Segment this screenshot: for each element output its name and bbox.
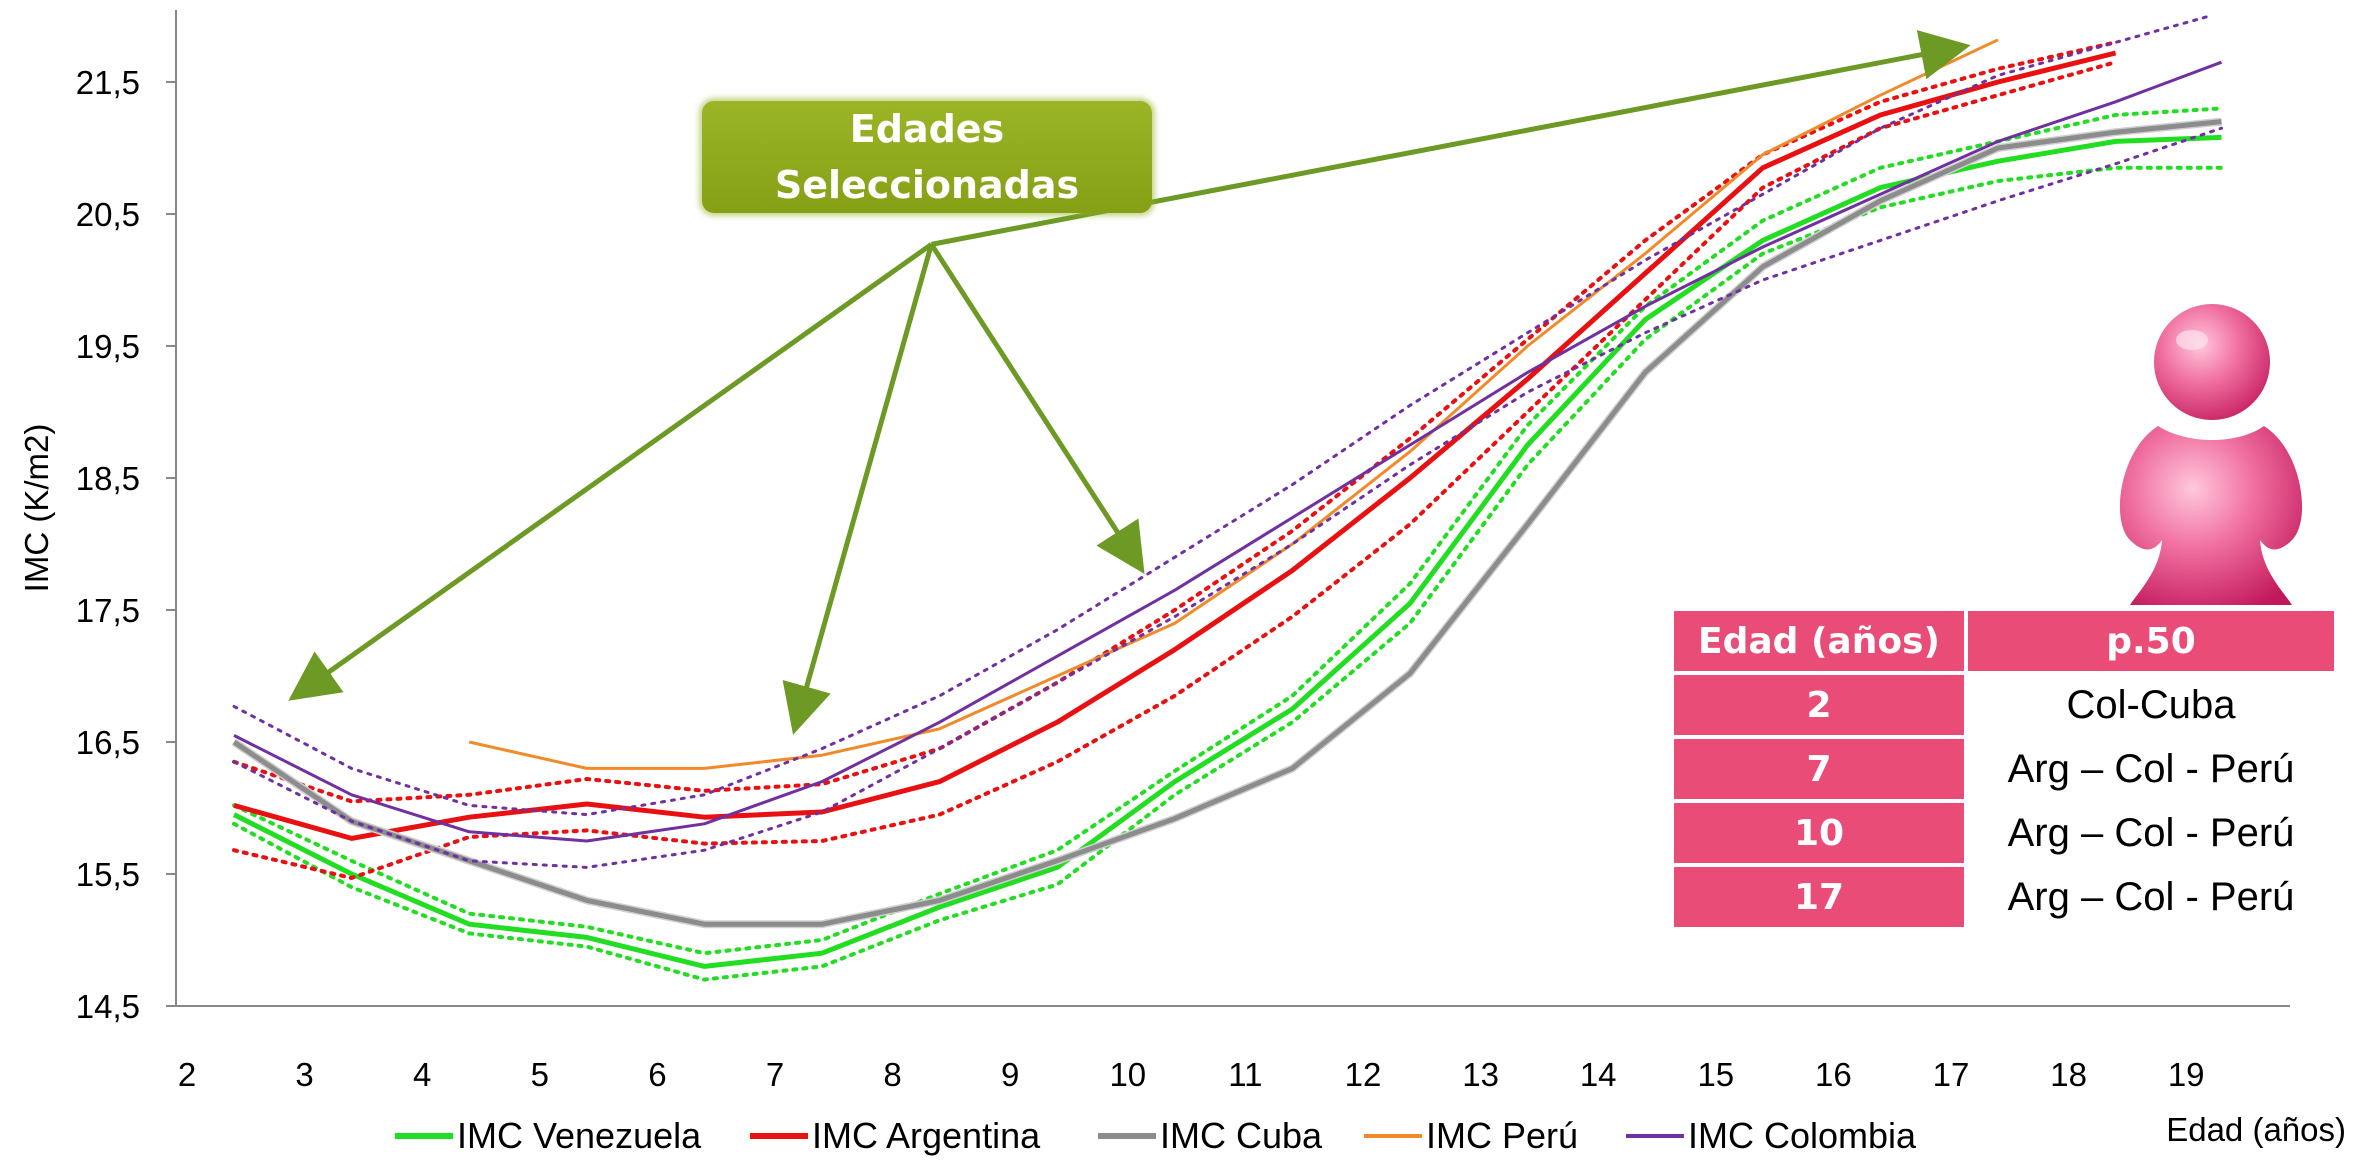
imc-colombialine [233, 60, 2223, 843]
callout-arrow [288, 242, 933, 701]
legend: IMC Venezuela IMC Argentina IMC Cuba IMC Pe… [395, 1115, 1917, 1156]
x-tick-label: 8 [883, 1056, 901, 1093]
selected-ages-callout: Edades Seleccionadas [702, 101, 1152, 213]
y-tick-label: 20,5 [76, 196, 140, 233]
callout-line-1: Edades [849, 107, 1005, 151]
row-age: 17 [1674, 867, 1964, 927]
y-tick-label: 19,5 [76, 328, 140, 365]
y-tick-label: 14,5 [76, 988, 140, 1025]
imc-cubaline [232, 119, 2222, 927]
percentile-band-line [232, 60, 2118, 880]
header-p50: p.50 [1968, 611, 2334, 671]
legend-label: IMC Colombia [1688, 1115, 1917, 1156]
pink-pawn-figure-icon [2119, 304, 2303, 605]
x-tick-label: 19 [2168, 1056, 2205, 1093]
callout-arrow [782, 243, 934, 735]
row-p50: Arg – Col - Perú [1968, 867, 2334, 927]
x-tick-label: 4 [413, 1056, 431, 1093]
imc-per-line [468, 38, 1999, 770]
percentile-band-line [232, 40, 2118, 804]
legend-label: IMC Venezuela [457, 1115, 702, 1156]
percentile-band-line [232, 126, 2223, 869]
x-tick-label: 16 [1815, 1056, 1852, 1093]
row-p50: Arg – Col - Perú [1968, 803, 2334, 863]
row-p50: Arg – Col - Perú [1968, 739, 2334, 799]
x-tick-label: 13 [1462, 1056, 1499, 1093]
imc-venezuelaline [232, 134, 2222, 969]
x-tick-label: 7 [766, 1056, 784, 1093]
y-tick-label: 16,5 [76, 724, 140, 761]
row-p50: Col-Cuba [1968, 675, 2334, 735]
x-tick-label: 3 [295, 1056, 313, 1093]
row-age: 2 [1674, 675, 1964, 735]
y-tick-label: 18,5 [76, 460, 140, 497]
percentile-band-line [232, 14, 2212, 817]
y-tick-label: 15,5 [76, 856, 140, 893]
x-tick-label: 15 [1697, 1056, 1734, 1093]
table-row: 10 Arg – Col - Perú [1674, 803, 2334, 863]
callout-line-2: Seleccionadas [774, 163, 1080, 207]
legend-label: IMC Argentina [812, 1115, 1041, 1156]
table-row: 7 Arg – Col - Perú [1674, 739, 2334, 799]
x-tick-label: 2 [178, 1056, 196, 1093]
x-tick-labels: 2 3 4 5 6 7 8 9 10 11 12 13 14 15 16 17 18 19 [178, 1056, 2205, 1093]
y-tick-labels: 14,5 15,5 16,5 17,5 18,5 19,5 20,5 21,5 [76, 64, 176, 1025]
x-tick-label: 12 [1345, 1056, 1382, 1093]
table-row: 17 Arg – Col - Perú [1674, 867, 2334, 927]
x-tick-label: 17 [1933, 1056, 1970, 1093]
legend-label: IMC Cuba [1160, 1115, 1323, 1156]
row-age: 7 [1674, 739, 1964, 799]
x-tick-label: 18 [2050, 1056, 2087, 1093]
y-axis-title: IMC (K/m2) [18, 424, 55, 593]
table-row: 2 Col-Cuba [1674, 675, 2334, 735]
series-layer [231, 14, 2224, 982]
y-tick-label: 17,5 [76, 592, 140, 629]
x-tick-label: 14 [1580, 1056, 1617, 1093]
percentile-band-line [232, 165, 2224, 982]
callout-arrow [929, 243, 1145, 574]
selected-ages-table: Edad (años) p.50 2 Col-Cuba 7 Arg – Col … [1670, 607, 2338, 931]
x-tick-label: 5 [531, 1056, 549, 1093]
y-tick-label: 21,5 [76, 64, 140, 101]
x-tick-label: 10 [1109, 1056, 1146, 1093]
table-header-row: Edad (años) p.50 [1674, 611, 2334, 671]
x-tick-label: 6 [648, 1056, 666, 1093]
percentile-band-line [232, 106, 2224, 956]
axes [175, 10, 2290, 1007]
x-tick-label: 11 [1228, 1056, 1262, 1093]
row-age: 10 [1674, 803, 1964, 863]
header-age: Edad (años) [1674, 611, 1964, 671]
x-axis-title: Edad (años) [2166, 1111, 2346, 1148]
legend-label: IMC Perú [1426, 1115, 1578, 1156]
x-tick-label: 9 [1001, 1056, 1019, 1093]
imc-argentinaline [233, 50, 2117, 841]
